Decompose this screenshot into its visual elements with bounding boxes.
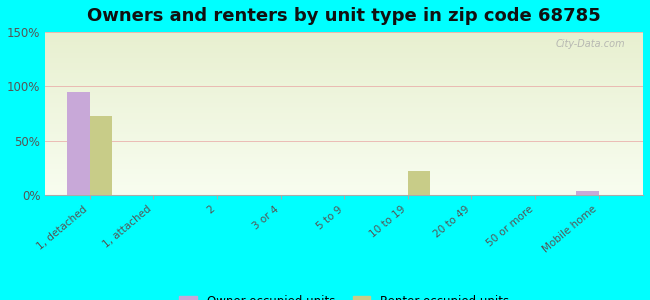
- Bar: [68, 92, 90, 195]
- Bar: [90, 116, 112, 195]
- Bar: [408, 171, 430, 195]
- Bar: [577, 191, 599, 195]
- Title: Owners and renters by unit type in zip code 68785: Owners and renters by unit type in zip c…: [87, 7, 601, 25]
- Text: City-Data.com: City-Data.com: [556, 39, 625, 49]
- Legend: Owner occupied units, Renter occupied units: Owner occupied units, Renter occupied un…: [175, 290, 514, 300]
